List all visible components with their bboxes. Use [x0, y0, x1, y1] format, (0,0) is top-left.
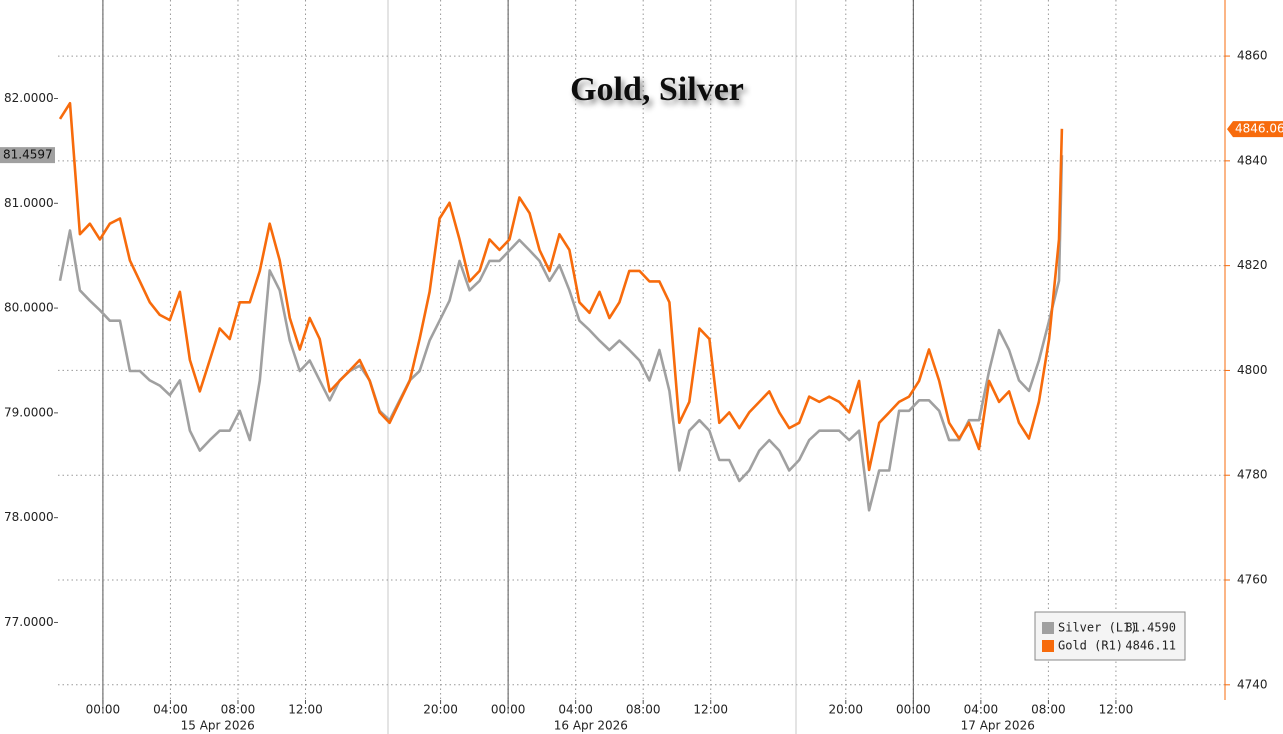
series-line — [58, 101, 1064, 472]
x-tick-label: 12:00 — [693, 703, 728, 717]
y-tick-label: 79.0000 — [4, 405, 54, 419]
x-tick-label: 08:00 — [1031, 703, 1066, 717]
legend-value: 81.4590 — [1125, 621, 1176, 635]
x-tick-label: 20:00 — [828, 703, 863, 717]
x-tick-label: 00:00 — [491, 703, 526, 717]
legend-swatch — [1042, 622, 1054, 634]
axes: 00:00 04:00 08:00 12:00 20:00 00:00 04:00 08:00… — [0, 49, 1283, 733]
y2-tick-label: 4800 — [1237, 363, 1268, 377]
x-tick-label: 00:00 — [86, 703, 121, 717]
y2-tick-label: 4840 — [1237, 153, 1268, 167]
series-line — [58, 155, 1064, 512]
y-badge — [0, 147, 55, 164]
chart-title: Gold, Silver — [570, 71, 744, 108]
plot-lines — [58, 101, 1064, 512]
y2-badge-label: 4846.06 — [1235, 122, 1283, 136]
legend-label: Silver (L1) — [1058, 621, 1137, 635]
y2-tick-label: 4780 — [1237, 468, 1268, 482]
x-tick-label: 12:00 — [288, 703, 323, 717]
x-tick-label: 00:00 — [896, 703, 931, 717]
date-label: 16 Apr 2026 — [554, 719, 628, 733]
x-tick-label: 04:00 — [964, 703, 999, 717]
x-tick-label: 04:00 — [558, 703, 593, 717]
y-tick-label: 78.0000 — [4, 510, 54, 524]
legend-label: Gold (R1) — [1058, 639, 1123, 653]
legend-value: 4846.11 — [1125, 639, 1176, 653]
y-tick-label: 80.0000 — [4, 301, 54, 315]
y2-tick-label: 4860 — [1237, 49, 1268, 63]
x-tick-label: 20:00 — [423, 703, 458, 717]
x-tick-label: 08:00 — [221, 703, 256, 717]
y-tick-label: 77.0000 — [4, 615, 54, 629]
legend-box — [1034, 611, 1186, 661]
x-tick-label: 08:00 — [626, 703, 661, 717]
y2-badge — [1227, 121, 1283, 138]
date-label: 15 Apr 2026 — [181, 719, 255, 733]
grid — [58, 0, 1225, 712]
x-tick-label: 04:00 — [153, 703, 188, 717]
y-badge-label: 81.4597 — [3, 148, 53, 162]
y-tick-label: 82.0000 — [4, 91, 54, 105]
y2-tick-label: 4760 — [1237, 573, 1268, 587]
y2-tick-label: 4740 — [1237, 677, 1268, 691]
x-tick-label: 12:00 — [1099, 703, 1134, 717]
legend-swatch — [1042, 640, 1054, 652]
y-tick-label: 81.0000 — [4, 196, 54, 210]
date-label: 17 Apr 2026 — [961, 719, 1035, 733]
y2-tick-label: 4820 — [1237, 258, 1268, 272]
